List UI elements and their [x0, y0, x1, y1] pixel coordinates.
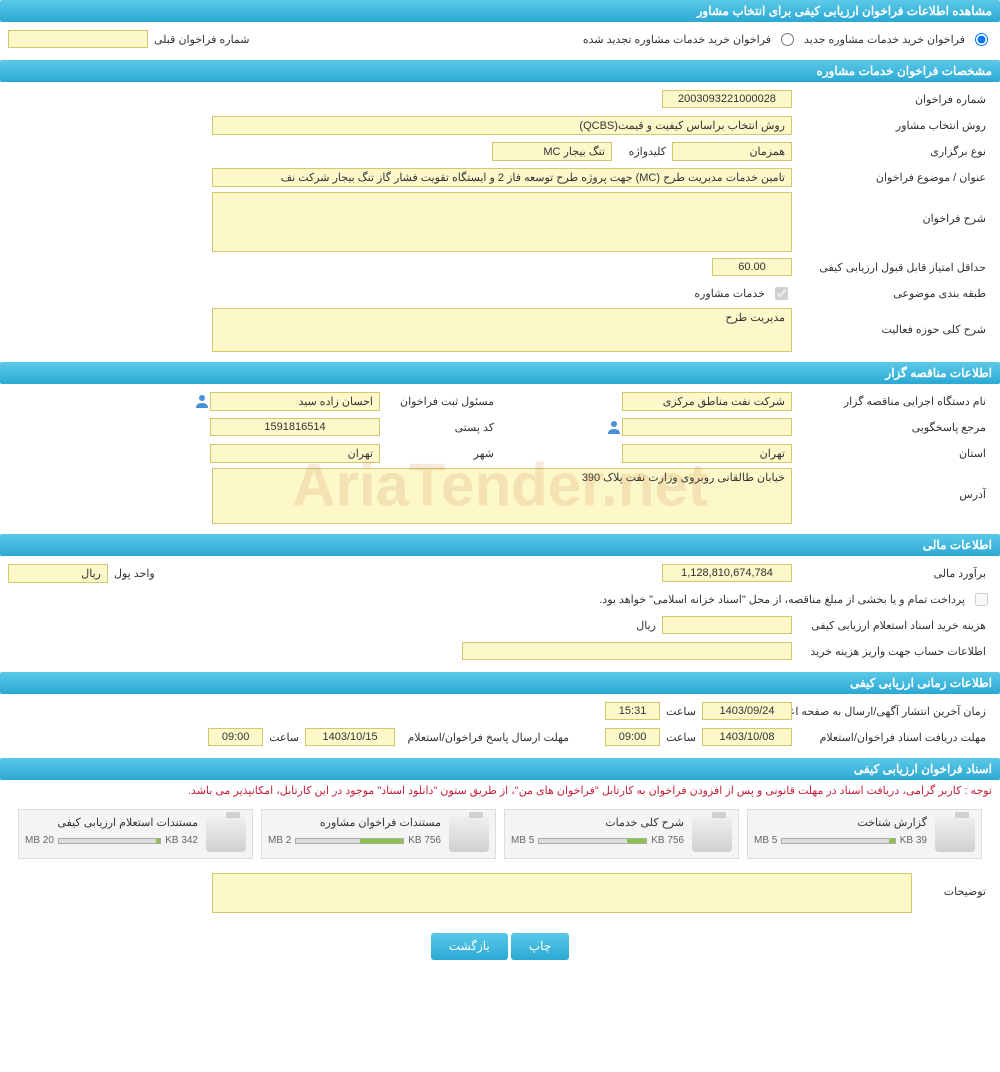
city: تهران: [210, 444, 380, 463]
notice: توجه : کاربر گرامی، دریافت اسناد در مهلت…: [0, 780, 1000, 801]
rsp-time-label: ساعت: [263, 731, 305, 744]
user-icon: [194, 393, 210, 409]
cat-text: خدمات مشاوره: [688, 287, 771, 300]
doc-size: 342 KB: [165, 835, 198, 846]
radio-renew-label: فراخوان خرید خدمات مشاوره تجدید شده: [577, 33, 777, 46]
subject-label: عنوان / موضوع فراخوان: [792, 171, 992, 184]
notes: [212, 873, 912, 913]
doc-max: 20 MB: [25, 835, 54, 846]
print-button[interactable]: چاپ: [511, 933, 569, 960]
cat-label: طبقه بندی موضوعی: [792, 287, 992, 300]
pub-date: 1403/09/24: [702, 702, 792, 720]
type-label: نوع برگزاری: [792, 145, 992, 158]
pub-label: زمان آخرین انتشار آگهی/ارسال به صفحه اعل…: [792, 705, 992, 718]
doc-size: 756 KB: [408, 835, 441, 846]
org: شرکت نفت مناطق مرکزی: [622, 392, 792, 411]
activity: مدیریت طرح: [212, 308, 792, 352]
radio-new[interactable]: [975, 33, 988, 46]
radio-renew[interactable]: [781, 33, 794, 46]
currency: ریال: [8, 564, 108, 583]
postal-label: کد پستی: [380, 421, 500, 434]
doc-item[interactable]: گزارش شناخت 39 KB 5 MB: [747, 809, 982, 859]
method-label: روش انتخاب مشاور: [792, 119, 992, 132]
doc-size: 39 KB: [900, 835, 927, 846]
minscore-label: حداقل امتیاز قابل قبول ارزیابی کیفی: [792, 261, 992, 274]
folder-icon: [692, 816, 732, 852]
minscore: 60.00: [712, 258, 792, 276]
doc-size: 756 KB: [651, 835, 684, 846]
org-label: نام دستگاه اجرایی مناقصه گزار: [792, 395, 992, 408]
pub-time-label: ساعت: [660, 705, 702, 718]
treasury-check: [975, 593, 988, 606]
page-title: مشاهده اطلاعات فراخوان ارزیابی کیفی برای…: [0, 0, 1000, 22]
doccost-label: هزینه خرید اسناد استعلام ارزیابی کیفی: [792, 619, 992, 632]
doc-title: گزارش شناخت: [754, 816, 927, 829]
doc-title: شرح کلی خدمات: [511, 816, 684, 829]
act-label: شرح کلی حوزه فعالیت: [792, 308, 992, 336]
doc-max: 2 MB: [268, 835, 291, 846]
resp-label: مرجع پاسخگویی: [792, 421, 992, 434]
province: تهران: [622, 444, 792, 463]
acct-label: اطلاعات حساب جهت واریز هزینه خرید: [792, 645, 992, 658]
doc-item[interactable]: مستندات استعلام ارزیابی کیفی 342 KB 20 M…: [18, 809, 253, 859]
type: همزمان: [672, 142, 792, 161]
rsp-time: 09:00: [208, 728, 263, 746]
subject: تامین خدمات مدیریت طرح (MC) جهت پروژه طر…: [212, 168, 792, 187]
curr-label: واحد پول: [108, 567, 161, 580]
method: روش انتخاب براساس کیفیت و قیمت(QCBS): [212, 116, 792, 135]
account: [462, 642, 792, 660]
prov-label: استان: [792, 447, 992, 460]
doc-max: 5 MB: [511, 835, 534, 846]
postal: 1591816514: [210, 418, 380, 436]
est-label: برآورد مالی: [792, 567, 992, 580]
desc-label: شرح فراخوان: [792, 192, 992, 225]
rsp-label: مهلت ارسال پاسخ فراخوان/استعلام: [395, 731, 575, 744]
keyword-label: کلیدواژه: [612, 145, 672, 158]
sec4-header: اطلاعات زمانی ارزیابی کیفی: [0, 672, 1000, 694]
treasury-text: پرداخت تمام و یا بخشی از مبلغ مناقصه، از…: [593, 593, 971, 606]
doccost: [662, 616, 792, 634]
radio-new-label: فراخوان خرید خدمات مشاوره جدید: [798, 33, 971, 46]
reg-label: مسئول ثبت فراخوان: [380, 395, 500, 408]
doccost-unit: ریال: [630, 619, 662, 632]
notes-label: توضیحات: [912, 873, 992, 898]
desc: [212, 192, 792, 252]
doc-item[interactable]: مستندات فراخوان مشاوره 756 KB 2 MB: [261, 809, 496, 859]
rcv-time-label: ساعت: [660, 731, 702, 744]
folder-icon: [206, 816, 246, 852]
call-num-label: شماره فراخوان: [792, 93, 992, 106]
prev-num-field: [8, 30, 148, 48]
sec3-header: اطلاعات مالی: [0, 534, 1000, 556]
user-icon: [606, 419, 622, 435]
sec5-header: اسناد فراخوان ارزیابی کیفی: [0, 758, 1000, 780]
folder-icon: [449, 816, 489, 852]
estimate: 1,128,810,674,784: [662, 564, 792, 582]
rsp-date: 1403/10/15: [305, 728, 395, 746]
doc-title: مستندات فراخوان مشاوره: [268, 816, 441, 829]
pub-time: 15:31: [605, 702, 660, 720]
address: خیابان طالقانی روبروی وزارت نفت پلاک 390: [212, 468, 792, 524]
rcv-label: مهلت دریافت اسناد فراخوان/استعلام: [792, 731, 992, 744]
prev-num-label: شماره فراخوان قبلی: [148, 33, 256, 46]
doc-max: 5 MB: [754, 835, 777, 846]
sec1-header: مشخصات فراخوان خدمات مشاوره: [0, 60, 1000, 82]
sec2-header: اطلاعات مناقصه گزار: [0, 362, 1000, 384]
folder-icon: [935, 816, 975, 852]
city-label: شهر: [380, 447, 500, 460]
doc-item[interactable]: شرح کلی خدمات 756 KB 5 MB: [504, 809, 739, 859]
doc-title: مستندات استعلام ارزیابی کیفی: [25, 816, 198, 829]
back-button[interactable]: بازگشت: [431, 933, 508, 960]
rcv-time: 09:00: [605, 728, 660, 746]
rcv-date: 1403/10/08: [702, 728, 792, 746]
registrar: احسان زاده سید: [210, 392, 380, 411]
resp: [622, 418, 792, 436]
addr-label: آدرس: [792, 468, 992, 501]
cat-check: [775, 287, 788, 300]
keyword: MC تنگ بیجار: [492, 142, 612, 161]
call-num: 2003093221000028: [662, 90, 792, 108]
